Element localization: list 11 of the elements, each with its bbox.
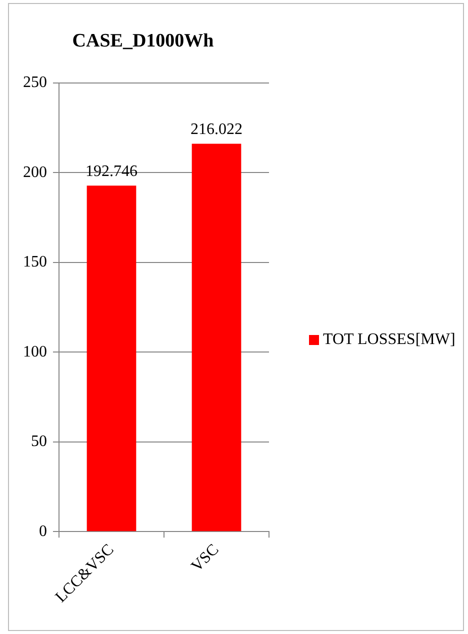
y-tick-label: 0 (39, 522, 47, 540)
y-tick-label: 100 (23, 343, 47, 360)
x-tick-label: VSC (188, 541, 222, 576)
data-label: 192.746 (86, 162, 138, 180)
legend-label: TOT LOSSES[MW] (323, 330, 456, 349)
data-label: 216.022 (190, 121, 242, 138)
y-tick-label: 50 (31, 433, 47, 450)
y-tick-label: 200 (23, 164, 47, 181)
chart-title: CASE_D1000Wh (72, 30, 214, 52)
y-tick-label: 150 (23, 254, 47, 271)
y-tick-label: 250 (23, 74, 47, 92)
